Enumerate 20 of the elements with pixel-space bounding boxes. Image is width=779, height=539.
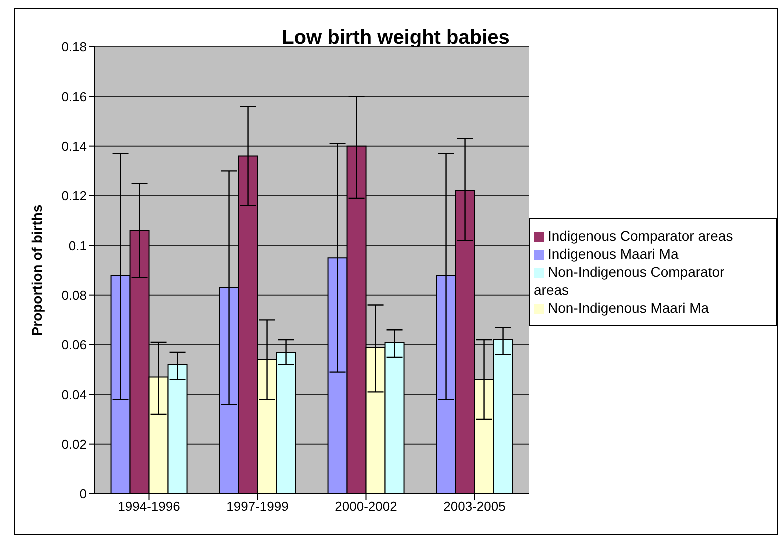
x-tick-label: 2003-2005 [444,499,506,514]
y-axis-title: Proportion of births [28,204,45,336]
y-tick-label: 0.18 [62,40,87,55]
legend-label: Indigenous Maari Ma [548,246,679,262]
y-tick-label: 0.1 [68,238,87,254]
y-tick-label: 0.12 [62,188,87,204]
x-tick-label: 1994-1996 [118,499,180,514]
y-tick-label: 0.08 [62,288,87,303]
y-tick-label: 0.02 [62,436,87,452]
legend-label: Non-Indigenous Comparator areas [534,264,725,298]
legend-label: Indigenous Comparator areas [548,228,734,244]
legend-label: Non-Indigenous Maari Ma [548,300,710,316]
y-tick-label: 0.16 [62,89,87,104]
x-tick-label: 2000-2002 [335,499,398,514]
y-tick-label: 0.14 [62,138,87,154]
x-tick-label: 1997-1999 [226,499,289,514]
y-tick-label: 0 [80,486,87,502]
y-tick-label: 0.06 [62,338,87,353]
y-tick-label: 0.04 [62,387,87,402]
chart-title: Low birth weight babies [282,27,510,49]
